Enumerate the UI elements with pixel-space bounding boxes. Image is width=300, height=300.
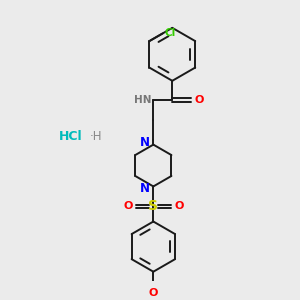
Text: N: N [140,136,150,149]
Text: N: N [140,182,150,195]
Text: ·H: ·H [89,130,102,143]
Text: O: O [195,95,204,105]
Text: O: O [123,202,132,212]
Text: Cl: Cl [164,28,175,38]
Text: HN: HN [134,95,152,105]
Text: S: S [148,200,158,214]
Text: O: O [149,288,158,298]
Text: HCl: HCl [59,130,82,143]
Text: O: O [174,202,184,212]
